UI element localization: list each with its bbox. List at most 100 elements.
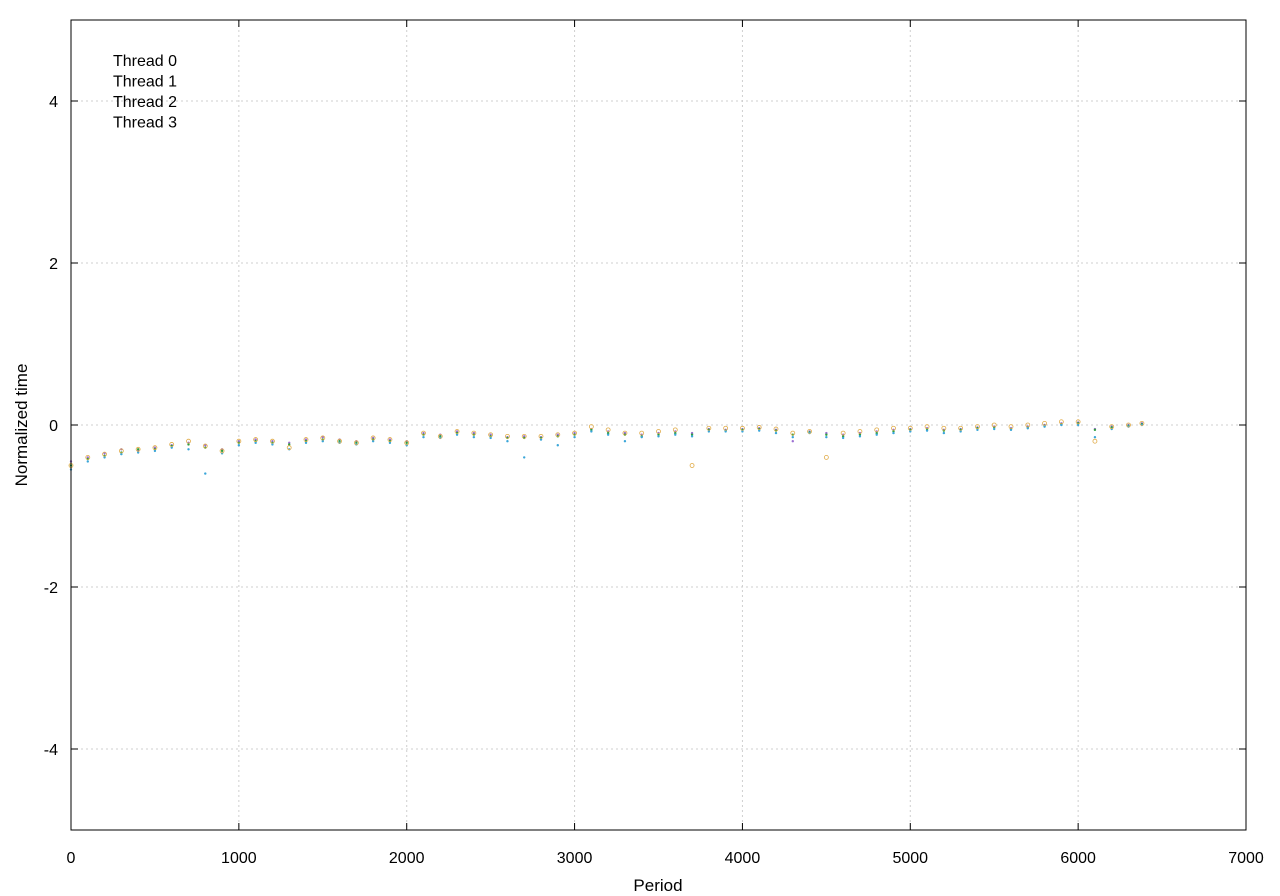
- data-point: [254, 441, 257, 445]
- x-tick-label: 1000: [221, 850, 257, 867]
- data-point: [991, 422, 997, 428]
- data-point: [321, 440, 324, 443]
- data-point: [823, 454, 829, 460]
- data-point: [1092, 438, 1098, 444]
- legend: Thread 0 Thread 1 Thread 2 Thread 3: [113, 53, 177, 132]
- data-point: [925, 429, 929, 432]
- data-point: [506, 440, 509, 443]
- data-point: [1075, 419, 1081, 425]
- data-point: [186, 438, 191, 444]
- x-tick-label: 2000: [389, 850, 425, 867]
- data-point: [271, 443, 274, 446]
- data-point: [489, 436, 492, 440]
- x-tick-label: 7000: [1228, 850, 1264, 867]
- data-point: [488, 432, 494, 438]
- data-point: [405, 441, 408, 445]
- data-point: [422, 435, 425, 439]
- data-point: [337, 438, 342, 444]
- data-point: [672, 427, 678, 433]
- data-point: [437, 433, 443, 439]
- data-point: [187, 443, 190, 446]
- data-point: [286, 445, 292, 451]
- data-point: [622, 430, 628, 436]
- data-point: [892, 431, 895, 435]
- legend-entry: Thread 0: [113, 53, 177, 70]
- data-point: [724, 430, 727, 433]
- data-point: [202, 443, 208, 449]
- data-point: [388, 441, 392, 445]
- data-point: [219, 448, 225, 454]
- data-point: [590, 430, 593, 433]
- series-0: [69, 421, 1144, 463]
- data-point: [370, 435, 376, 441]
- data-point: [1058, 419, 1064, 425]
- data-point: [909, 430, 912, 433]
- data-point: [1093, 428, 1097, 432]
- data-point: [455, 433, 459, 436]
- y-tick-label: 2: [49, 256, 58, 273]
- data-point: [758, 429, 761, 432]
- data-point: [723, 425, 729, 431]
- x-tick-label: 0: [67, 850, 76, 867]
- data-point: [236, 438, 242, 444]
- data-point: [690, 435, 694, 438]
- y-tick-label: -2: [44, 580, 58, 597]
- data-point: [204, 472, 207, 475]
- data-point: [371, 440, 375, 443]
- data-point: [1060, 423, 1063, 427]
- data-point: [791, 440, 794, 443]
- data-point: [1043, 425, 1046, 428]
- y-axis-label: Normalized time: [12, 364, 31, 487]
- data-point: [472, 435, 476, 439]
- data-point: [657, 435, 660, 438]
- data-point: [85, 454, 91, 460]
- legend-entry: Thread 3: [113, 115, 177, 132]
- data-point: [523, 456, 526, 459]
- data-point: [1042, 420, 1047, 426]
- data-point: [321, 435, 324, 439]
- data-point: [993, 427, 996, 431]
- data-point: [639, 430, 645, 436]
- data-point: [471, 430, 477, 436]
- data-point: [204, 444, 207, 447]
- data-point: [674, 433, 677, 436]
- data-point: [387, 437, 393, 442]
- data-point: [353, 440, 359, 446]
- data-point: [606, 433, 610, 436]
- data-point: [942, 431, 946, 435]
- data-point: [656, 429, 661, 434]
- data-point: [573, 435, 576, 439]
- data-point: [153, 449, 157, 453]
- data-point: [740, 425, 745, 431]
- axis-ticks: 0 1000 2000 3000 4000 5000 6000 7000 -4 -2 0 2 4: [44, 20, 1264, 867]
- data-point: [521, 433, 527, 439]
- data-point: [253, 437, 259, 442]
- data-point: [103, 452, 106, 455]
- data-point: [975, 424, 980, 430]
- data-point: [572, 430, 577, 436]
- data-point: [941, 425, 947, 431]
- data-point: [907, 425, 913, 431]
- data-point: [773, 426, 779, 432]
- data-point: [136, 448, 140, 451]
- data-point: [707, 430, 711, 433]
- data-point: [152, 445, 158, 451]
- data-point: [706, 425, 712, 431]
- data-point: [689, 463, 695, 468]
- data-point: [320, 435, 326, 441]
- data-point: [588, 424, 594, 430]
- data-point: [421, 430, 426, 436]
- data-point: [120, 452, 123, 456]
- data-point: [959, 430, 962, 433]
- data-point: [774, 431, 778, 435]
- data-point: [976, 428, 979, 432]
- data-point: [303, 437, 309, 442]
- data-point: [840, 430, 846, 436]
- data-point: [102, 451, 107, 457]
- data-points: [68, 419, 1145, 475]
- data-point: [1076, 423, 1080, 427]
- data-point: [136, 451, 140, 454]
- data-point: [1126, 422, 1131, 428]
- data-point: [1026, 427, 1029, 430]
